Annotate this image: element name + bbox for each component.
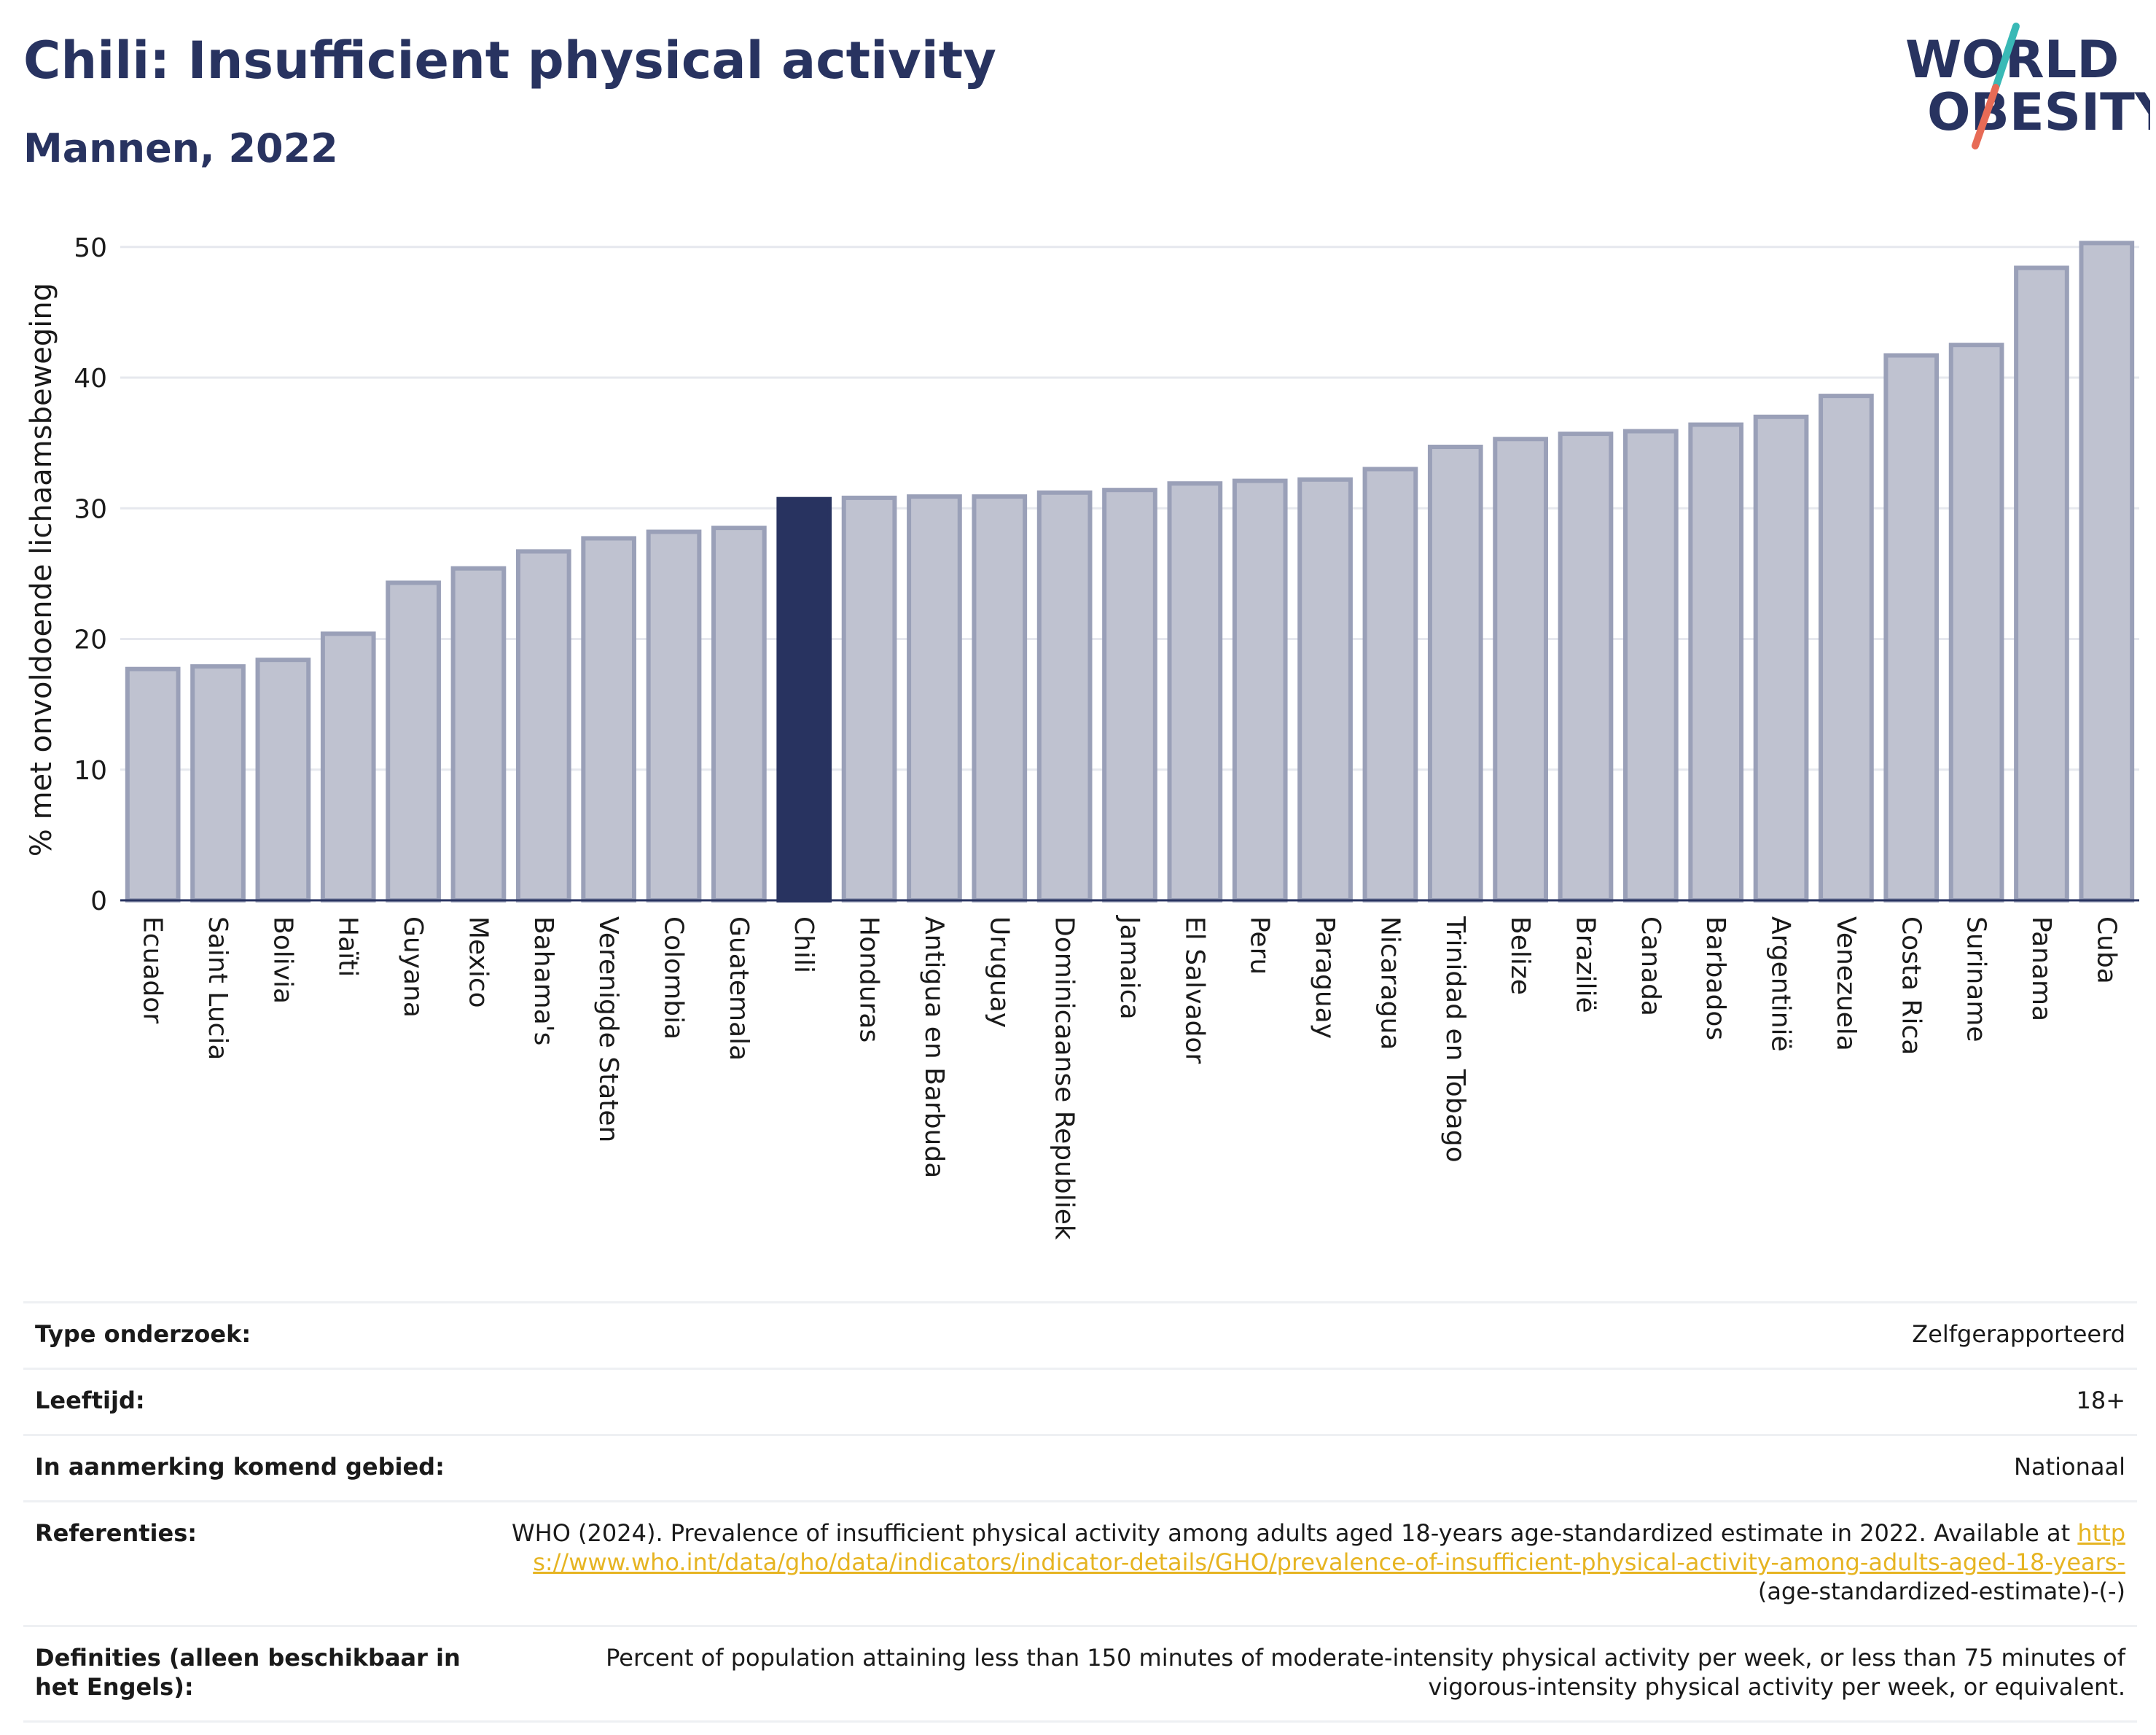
x-tick-label: Uruguay — [984, 916, 1014, 1028]
x-tick-label: Colombia — [659, 916, 689, 1040]
bar — [1427, 445, 1483, 902]
x-tick-label: Paraguay — [1310, 916, 1340, 1039]
references-text: WHO (2024). Prevalence of insufficient p… — [511, 1519, 2071, 1547]
y-tick-label: 0 — [90, 886, 107, 916]
bar-highlight — [776, 496, 832, 903]
bar — [711, 526, 767, 902]
bar — [1622, 429, 1679, 902]
logo-slash-teal — [1992, 23, 2020, 91]
bar — [1036, 490, 1093, 902]
bar — [190, 664, 246, 903]
bar — [1948, 343, 2004, 902]
x-tick-label: Guatemala — [724, 916, 754, 1061]
x-tick-label: Brazilië — [1570, 916, 1600, 1013]
bar — [1102, 488, 1157, 903]
bar — [972, 494, 1028, 902]
x-tick-label: Suriname — [1961, 916, 1991, 1042]
x-tick-label: Canada — [1636, 916, 1665, 1016]
bar — [386, 580, 441, 903]
bar — [2079, 241, 2135, 903]
meta-row-area: In aanmerking komend gebied: Nationaal — [23, 1434, 2137, 1502]
y-tick-label: 50 — [74, 233, 107, 263]
x-tick-label: Chili — [789, 916, 819, 973]
x-tick-label: El Salvador — [1179, 916, 1209, 1064]
bar — [125, 666, 181, 902]
y-tick-label: 10 — [74, 756, 107, 786]
bar-chart: 0 10 20 30 40 50 % met onvoldoende lichaamsbew… — [25, 233, 2139, 1240]
x-tick-label: Belize — [1505, 916, 1535, 995]
x-tick-label: Peru — [1245, 916, 1275, 975]
bar — [841, 495, 897, 903]
meta-key: In aanmerking komend gebied: — [23, 1434, 499, 1502]
x-tick-label: Bolivia — [267, 916, 297, 1004]
x-tick-label: Argentinië — [1766, 916, 1796, 1052]
bar — [515, 549, 571, 902]
meta-row-age: Leeftijd: 18+ — [23, 1368, 2137, 1435]
x-tick-label: Trinidad en Tobago — [1440, 916, 1470, 1163]
y-axis-title: % met onvoldoende lichaamsbeweging — [25, 283, 58, 857]
bar — [1819, 394, 1874, 902]
logo-text-obesity: OBESITY — [1927, 82, 2150, 142]
meta-row-definitions: Definities (alleen beschikbaar in het En… — [23, 1625, 2137, 1723]
x-tick-label: Antigua en Barbuda — [919, 916, 949, 1178]
meta-key: Type onderzoek: — [23, 1301, 499, 1369]
bar — [646, 529, 702, 902]
meta-row-references: Referenties: WHO (2024). Prevalence of i… — [23, 1500, 2137, 1626]
meta-key: Referenties: — [23, 1500, 499, 1626]
x-tick-label: Ecuador — [138, 916, 168, 1024]
references-value: WHO (2024). Prevalence of insufficient p… — [499, 1500, 2137, 1626]
x-tick-label: Haïti — [333, 916, 363, 977]
x-tick-label: Dominicaanse Republiek — [1050, 916, 1079, 1240]
world-obesity-logo: WORLD OBESITY — [1905, 23, 2150, 149]
x-tick-label: Costa Rica — [1896, 916, 1926, 1055]
x-tick-label: Nicaragua — [1375, 916, 1405, 1050]
logo-slash-coral — [1972, 84, 1999, 149]
x-tick-label: Barbados — [1700, 916, 1730, 1040]
x-tick-label: Mexico — [463, 916, 493, 1008]
meta-row-survey-type: Type onderzoek: Zelfgerapporteerd — [23, 1301, 2137, 1369]
bar — [450, 566, 507, 902]
bar — [1883, 353, 1940, 902]
x-tick-label: Venezuela — [1831, 916, 1861, 1051]
meta-value: Nationaal — [499, 1434, 2137, 1502]
y-tick-label: 20 — [74, 625, 107, 655]
x-tick-label: Honduras — [854, 916, 884, 1042]
meta-key: Leeftijd: — [23, 1368, 499, 1435]
bar — [1362, 467, 1418, 902]
page-subtitle: Mannen, 2022 — [23, 125, 338, 171]
bar — [1688, 422, 1744, 903]
bar — [907, 494, 962, 902]
bar — [1558, 432, 1614, 902]
x-tick-label: Panama — [2026, 916, 2056, 1021]
meta-value: Percent of population attaining less tha… — [499, 1625, 2137, 1723]
meta-value: Zelfgerapporteerd — [499, 1301, 2137, 1369]
y-tick-label: 40 — [74, 364, 107, 394]
metadata-table: Type onderzoek: Zelfgerapporteerd Leefti… — [23, 1301, 2137, 1723]
bar — [2014, 265, 2069, 903]
references-suffix: (age-standardized-estimate)-(-) — [1757, 1578, 2125, 1605]
x-tick-label: Jamaica — [1114, 915, 1144, 1020]
bar — [1232, 478, 1288, 902]
meta-key: Definities (alleen beschikbaar in het En… — [23, 1625, 499, 1723]
bar — [1167, 481, 1223, 902]
references-link[interactable]: https://www.who.int/data/gho/data/indica… — [533, 1519, 2125, 1576]
bar — [1493, 437, 1548, 902]
x-tick-label: Saint Lucia — [203, 916, 233, 1060]
x-tick-label: Guyana — [398, 916, 428, 1018]
bar — [320, 631, 376, 903]
y-tick-label: 30 — [74, 494, 107, 524]
page-title: Chili: Insufficient physical activity — [23, 31, 996, 90]
meta-value: 18+ — [499, 1368, 2137, 1435]
bar — [255, 658, 311, 902]
x-tick-label: Bahama's — [528, 916, 558, 1045]
bar — [581, 536, 637, 902]
bar — [1297, 477, 1353, 902]
bar — [1753, 414, 1809, 902]
x-tick-label: Verenigde Staten — [593, 916, 623, 1142]
x-tick-label: Cuba — [2091, 916, 2121, 984]
